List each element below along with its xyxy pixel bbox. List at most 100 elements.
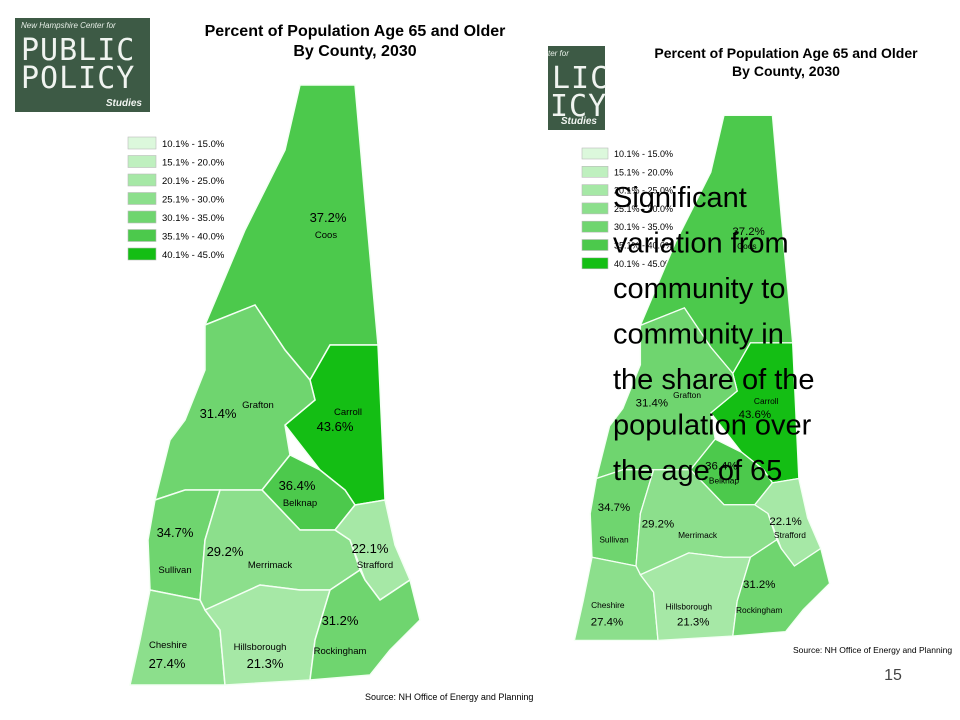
legend-swatch — [127, 192, 157, 205]
callout-line: community in — [613, 319, 784, 351]
county-value: 29.2% — [642, 519, 674, 531]
logo-background — [15, 18, 150, 112]
county-name: Sullivan — [599, 534, 629, 544]
county-value: 34.7% — [598, 502, 630, 514]
map-title: Percent of Population Age 65 and Older — [654, 45, 918, 61]
county-name: Carroll — [334, 407, 362, 418]
county-name: Coos — [315, 230, 337, 241]
legend-swatch — [581, 257, 609, 270]
legend-label: 35.1% - 40.0% — [614, 241, 673, 251]
logo-line: POLICY — [21, 61, 135, 96]
legend-label: 25.1% - 30.0% — [162, 195, 225, 206]
county-value: 37.2% — [732, 226, 764, 238]
callout-line: the share of the — [613, 364, 815, 396]
county-value: 22.1% — [352, 541, 389, 556]
legend-swatch — [581, 239, 609, 251]
legend-label: 10.1% - 15.0% — [614, 149, 673, 159]
county-value: 31.4% — [200, 406, 237, 421]
county-value: 31.2% — [322, 613, 359, 628]
county-value: 36.4% — [279, 478, 316, 493]
county-value: 34.7% — [157, 525, 194, 540]
logo-top: New Hampshire Center for — [21, 21, 116, 30]
legend-label: 30.1% - 35.0% — [162, 213, 225, 224]
legend-swatch — [127, 173, 157, 187]
legend-swatch — [581, 202, 609, 215]
county-value: 29.2% — [207, 544, 244, 559]
callout-line: Significant — [613, 182, 747, 214]
logo-studies: Studies — [106, 98, 143, 109]
map-source: Source: NH Office of Energy and Planning — [793, 645, 952, 655]
legend-swatch — [127, 136, 157, 150]
logo-studies: Studies — [561, 116, 598, 127]
legend-swatch — [581, 220, 609, 233]
county-name: Hillsborough — [234, 642, 287, 653]
county-name: Strafford — [774, 530, 806, 540]
map-subtitle: By County, 2030 — [293, 43, 416, 60]
county-name: Grafton — [242, 400, 274, 411]
county-name: Sullivan — [158, 565, 191, 576]
map-source: Source: NH Office of Energy and Planning — [365, 692, 533, 702]
county-name: Rockingham — [314, 646, 367, 657]
county-name: Coos — [737, 241, 757, 251]
legend-swatch — [127, 155, 157, 168]
county-name: Carroll — [754, 396, 779, 406]
county-value: 21.3% — [677, 617, 709, 629]
logo-line: LIC — [552, 61, 609, 96]
legend-label: 15.1% - 20.0% — [614, 167, 673, 177]
county-name: Cheshire — [591, 600, 625, 610]
county-name: Grafton — [673, 390, 701, 400]
legend-swatch — [581, 147, 609, 160]
legend-label: 40.1% - 45.0% — [614, 259, 673, 269]
legend-label: 25.1% - 30.0% — [614, 204, 673, 214]
map-title: Percent of Population Age 65 and Older — [205, 23, 506, 40]
county-name: Rockingham — [736, 605, 782, 615]
legend-swatch — [127, 247, 157, 261]
county-name: Merrimack — [678, 530, 718, 540]
county — [732, 538, 831, 637]
callout-line: community to — [613, 273, 785, 305]
legend-swatch — [127, 210, 157, 224]
county-value: 36.4% — [705, 461, 737, 473]
map-subtitle: By County, 2030 — [732, 63, 840, 79]
callout-line: population over — [613, 410, 812, 442]
legend-label: 35.1% - 40.0% — [162, 232, 225, 243]
legend-label: 40.1% - 45.0% — [162, 250, 225, 261]
legend-swatch — [581, 184, 609, 196]
county-map: 37.2% Coos 43.6%Carroll 31.4% Grafton 36.4% Be… — [129, 84, 421, 686]
legend-swatch — [581, 166, 609, 178]
county-name: Belknap — [709, 476, 740, 486]
logo-top: ter for — [548, 49, 569, 58]
legend-swatch — [127, 229, 157, 242]
county-name: Hillsborough — [666, 602, 713, 612]
legend-label: 20.1% - 25.0% — [614, 186, 673, 196]
logo-background — [548, 46, 605, 130]
legend-label: 20.1% - 25.0% — [162, 176, 225, 187]
county-value: 21.3% — [247, 656, 284, 671]
county-name: Cheshire — [149, 640, 187, 651]
logo-line: ICY — [550, 89, 607, 124]
county-value: 31.4% — [636, 398, 668, 410]
county-value: 43.6% — [317, 419, 354, 434]
callout-line: the age of 65 — [613, 455, 782, 487]
county-value: 43.6% — [739, 409, 771, 421]
legend-label: 30.1% - 35.0% — [614, 222, 673, 232]
county-value: 27.4% — [149, 656, 186, 671]
county-value: 27.4% — [591, 617, 623, 629]
county-value: 31.2% — [743, 579, 775, 591]
county-name: Strafford — [357, 560, 393, 571]
county-value: 22.1% — [769, 516, 801, 528]
logo-line: PUBLIC — [21, 33, 135, 68]
county-map: 37.2% Coos 43.6% Carroll 31.4% Grafton 36.4% Be… — [573, 114, 831, 642]
county — [309, 568, 421, 681]
county-name: Belknap — [283, 498, 317, 509]
page-number: 15 — [884, 667, 902, 684]
county-name: Merrimack — [248, 560, 293, 571]
legend-label: 10.1% - 15.0% — [162, 139, 225, 150]
county-value: 37.2% — [310, 210, 347, 225]
legend-label: 15.1% - 20.0% — [162, 158, 225, 169]
callout-line: variation from — [613, 228, 789, 260]
